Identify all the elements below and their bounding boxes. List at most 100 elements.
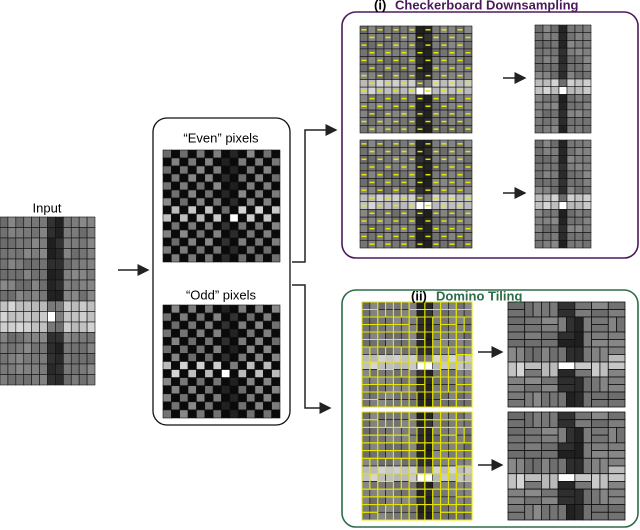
pixel xyxy=(187,312,197,322)
pixel xyxy=(55,290,64,302)
pixel xyxy=(47,216,56,228)
pixel xyxy=(246,165,256,175)
pixel xyxy=(86,290,96,302)
pixel xyxy=(171,253,181,263)
pixel xyxy=(78,363,88,375)
pixel xyxy=(463,434,473,444)
pixel xyxy=(179,377,189,387)
pixel xyxy=(415,102,425,111)
pixel xyxy=(70,227,80,239)
tile xyxy=(557,450,576,459)
pixel xyxy=(377,301,386,310)
tile xyxy=(541,316,559,325)
pixel xyxy=(375,48,385,57)
pixel xyxy=(7,363,17,375)
pixel xyxy=(55,332,64,344)
checkerboard-title: Checkerboard Downsampling xyxy=(395,0,579,12)
pixel xyxy=(383,155,393,164)
pixel xyxy=(31,216,40,228)
pixel xyxy=(361,384,371,393)
pixel xyxy=(391,147,401,156)
pixel xyxy=(385,450,394,459)
pixel xyxy=(47,374,56,386)
pixel xyxy=(78,248,88,260)
pixel xyxy=(393,399,402,408)
pixel xyxy=(408,324,418,333)
pixel xyxy=(179,369,189,378)
tile xyxy=(541,442,559,451)
tile xyxy=(607,384,626,393)
pixel xyxy=(408,376,418,385)
pixel xyxy=(550,216,560,226)
pixel xyxy=(39,216,48,228)
pixel xyxy=(262,304,272,314)
pixel xyxy=(377,434,386,444)
tile xyxy=(566,457,576,475)
pixel xyxy=(23,269,32,281)
pixel xyxy=(534,86,544,95)
pixel xyxy=(534,47,544,57)
pixel xyxy=(463,488,473,498)
tile xyxy=(557,457,567,475)
pixel xyxy=(385,473,394,482)
pixel xyxy=(262,328,272,338)
pixel xyxy=(375,239,385,249)
pixel xyxy=(377,316,386,325)
pixel xyxy=(566,70,576,80)
pixel xyxy=(369,331,379,340)
pixel xyxy=(463,117,473,126)
pixel xyxy=(78,279,88,291)
tile xyxy=(524,384,542,393)
pixel xyxy=(416,427,426,436)
pixel xyxy=(455,496,465,505)
pixel xyxy=(246,312,256,322)
pixel xyxy=(7,216,17,228)
pixel xyxy=(221,393,231,403)
pixel xyxy=(369,354,379,363)
pixel xyxy=(424,504,434,513)
pixel xyxy=(463,346,473,355)
pixel xyxy=(455,33,465,42)
pixel xyxy=(369,391,379,400)
pixel xyxy=(440,465,449,475)
pixel xyxy=(187,181,197,191)
pixel xyxy=(221,157,231,167)
pixel xyxy=(393,481,402,490)
pixel xyxy=(55,237,64,249)
pixel xyxy=(550,147,560,156)
pixel xyxy=(542,162,552,172)
pixel xyxy=(196,237,206,247)
pixel xyxy=(359,209,369,218)
pixel xyxy=(0,321,9,333)
pixel xyxy=(455,465,465,475)
tile xyxy=(591,399,609,408)
pixel xyxy=(359,63,369,73)
pixel xyxy=(385,324,394,333)
pixel xyxy=(542,94,552,103)
pixel xyxy=(416,450,426,459)
pixel xyxy=(162,409,172,419)
pixel xyxy=(361,399,371,408)
pixel xyxy=(162,245,172,255)
pixel xyxy=(432,339,441,348)
pixel xyxy=(400,488,410,498)
pixel xyxy=(221,237,231,247)
tile xyxy=(507,376,526,385)
pixel xyxy=(391,79,401,88)
pixel xyxy=(416,473,426,482)
pixel xyxy=(408,411,418,421)
pixel xyxy=(39,237,48,249)
pixel xyxy=(399,216,409,226)
pixel xyxy=(196,157,206,167)
pixel xyxy=(262,245,272,255)
pixel xyxy=(431,102,441,111)
pixel xyxy=(246,157,256,167)
pixel xyxy=(582,216,592,226)
pixel xyxy=(369,339,379,348)
pixel xyxy=(369,488,379,498)
pixel xyxy=(424,361,434,370)
pixel xyxy=(391,63,401,73)
pixel xyxy=(221,336,231,346)
pixel xyxy=(534,193,544,203)
pixel xyxy=(271,189,281,199)
